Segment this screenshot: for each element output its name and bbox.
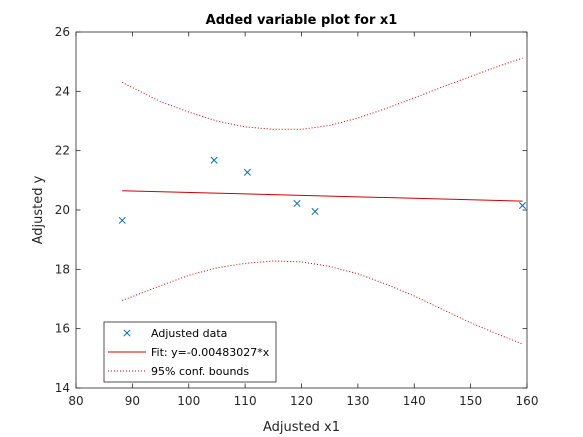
data-point-stroke [518, 201, 527, 210]
legend: Adjusted data Fit: y=-0.00483027*x 95% con… [103, 321, 277, 383]
data-point [293, 199, 301, 208]
data-point-stroke [311, 207, 319, 216]
legend-item: 95% conf. bounds [108, 365, 249, 378]
data-point-stroke [293, 199, 301, 208]
data-point [311, 207, 319, 216]
x-tick-label: 110 [234, 394, 257, 408]
x-tick-label: 140 [403, 394, 426, 408]
x-tick-label: 150 [459, 394, 482, 408]
legend-box [103, 321, 277, 383]
axis-ticks: 80 90 100 110 120 130 140 150 160 14 16 18 20 22 24 26 [55, 25, 539, 408]
legend-label: 95% conf. bounds [151, 365, 249, 378]
data-point [210, 156, 218, 164]
x-tick-label: 160 [516, 394, 539, 408]
data-point-stroke [210, 156, 218, 164]
x-tick-label: 90 [125, 394, 140, 408]
data-point [518, 201, 527, 210]
lower-confidence-bound [122, 260, 523, 345]
upper-confidence-bound [121, 57, 523, 130]
y-tick-label: 22 [55, 144, 70, 158]
x-axis-label: Adjusted x1 [263, 420, 340, 435]
y-tick-label: 14 [55, 381, 70, 395]
series-layer [118, 57, 527, 345]
x-tick-label: 120 [290, 394, 313, 408]
chart-title: Added variable plot for x1 [206, 13, 398, 28]
x-tick-label: 130 [346, 394, 369, 408]
fit-line [122, 190, 523, 202]
data-point-stroke [243, 168, 251, 176]
data-point [243, 168, 251, 176]
x-tick-label: 80 [68, 394, 83, 408]
legend-item: Adjusted data [123, 327, 227, 340]
x-tick-label: 100 [177, 394, 200, 408]
legend-item: Fit: y=-0.00483027*x [108, 346, 270, 359]
legend-label: Fit: y=-0.00483027*x [151, 346, 270, 359]
legend-label: Adjusted data [151, 327, 227, 340]
y-tick-label: 20 [55, 203, 70, 217]
data-point-stroke [118, 216, 126, 224]
y-tick-label: 16 [55, 322, 70, 336]
y-tick-label: 24 [55, 84, 70, 98]
y-axis-label: Adjusted y [31, 175, 46, 244]
y-tick-label: 26 [55, 25, 70, 39]
y-tick-label: 18 [55, 262, 70, 276]
data-point [118, 216, 126, 224]
legend-marker [123, 329, 131, 337]
